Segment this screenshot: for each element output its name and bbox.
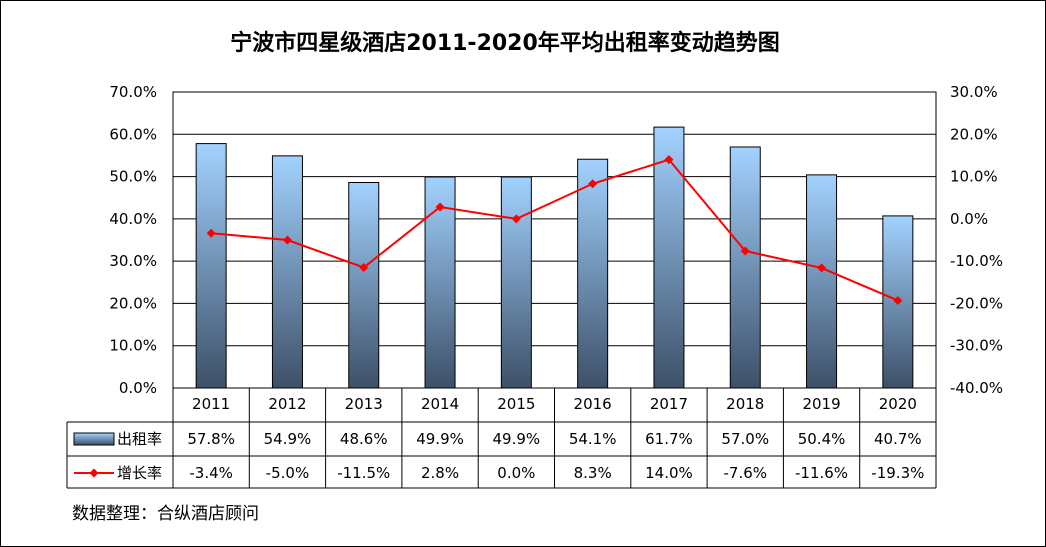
bar-2017 [653, 126, 685, 389]
occupancy-cell: 54.9% [264, 430, 312, 448]
legend-label-growth: 增长率 [117, 464, 162, 482]
y-left-tick-label: 40.0% [109, 210, 157, 228]
y-left-tick-label: 10.0% [109, 337, 157, 355]
x-tick-label: 2014 [421, 395, 459, 413]
bar-2015 [500, 176, 532, 389]
x-tick-label: 2013 [345, 395, 383, 413]
y-left-tick-label: 60.0% [109, 125, 157, 143]
bar-series [195, 126, 914, 389]
growth-line [211, 158, 899, 302]
y-left-tick-label: 0.0% [119, 379, 157, 397]
growth-cell: -3.4% [189, 464, 233, 482]
y-right-tick-label: 20.0% [950, 125, 998, 143]
growth-cell: -7.6% [723, 464, 767, 482]
y-right-tick-label: 0.0% [950, 210, 988, 228]
occupancy-cell: 54.1% [569, 430, 617, 448]
occupancy-cell: 57.0% [721, 430, 769, 448]
bar-2019 [806, 174, 838, 389]
x-tick-label: 2015 [497, 395, 535, 413]
growth-cell: -5.0% [266, 464, 310, 482]
bar-2016 [577, 158, 609, 389]
legend-label-occupancy: 出租率 [117, 430, 162, 448]
y-right-tick-label: -30.0% [950, 337, 1003, 355]
bar-2014 [424, 176, 456, 389]
y-left-tick-label: 30.0% [109, 252, 157, 270]
occupancy-cell: 57.8% [187, 430, 235, 448]
growth-point-2015 [511, 214, 521, 224]
growth-point-2016 [588, 179, 598, 189]
growth-cell: 2.8% [421, 464, 459, 482]
growth-point-2012 [282, 235, 292, 245]
x-tick-label: 2016 [574, 395, 612, 413]
bar-2018 [729, 146, 761, 389]
growth-point-2014 [435, 202, 445, 212]
occupancy-cell: 61.7% [645, 430, 693, 448]
x-tick-label: 2020 [879, 395, 917, 413]
source-note: 数据整理：合纵酒店顾问 [72, 504, 259, 524]
x-tick-label: 2017 [650, 395, 688, 413]
bar-2013 [348, 181, 380, 389]
growth-point-2017 [664, 155, 674, 165]
data-table: 2011 57.8% -3.4% 2012 54.9% -5.0% 2013 48.6% -11… [66, 388, 937, 489]
x-tick-label: 2019 [802, 395, 840, 413]
growth-point-2013 [359, 262, 369, 272]
chart-title: 宁波市四星级酒店2011-2020年平均出租率变动趋势图 [230, 30, 780, 56]
occupancy-cell: 49.9% [493, 430, 541, 448]
growth-cell: 14.0% [645, 464, 693, 482]
legend-key-marker [89, 468, 99, 478]
growth-point-2018 [740, 246, 750, 256]
y-left-tick-label: 20.0% [109, 294, 157, 312]
occupancy-cell: 40.7% [874, 430, 922, 448]
y-left-tick-label: 70.0% [109, 83, 157, 101]
y-right-tick-label: 10.0% [950, 168, 998, 186]
y-right-tick-label: -20.0% [950, 294, 1003, 312]
occupancy-cell: 48.6% [340, 430, 388, 448]
growth-cell: -11.6% [795, 464, 848, 482]
x-tick-label: 2012 [268, 395, 306, 413]
growth-cell: -11.5% [337, 464, 390, 482]
growth-point-2019 [817, 263, 827, 273]
growth-cell: -19.3% [871, 464, 924, 482]
y-right-tick-label: -40.0% [950, 379, 1003, 397]
x-tick-label: 2018 [726, 395, 764, 413]
growth-cell: 0.0% [497, 464, 535, 482]
bar-2011 [195, 143, 227, 389]
growth-point-2020 [893, 295, 903, 305]
growth-cell: 8.3% [574, 464, 612, 482]
occupancy-cell: 49.9% [416, 430, 464, 448]
axes: 0.0% 10.0% 20.0% 30.0% 40.0% 50.0% 60.0% 70.0% -… [109, 83, 1003, 397]
y-left-tick-label: 50.0% [109, 168, 157, 186]
y-right-tick-label: -10.0% [950, 252, 1003, 270]
growth-point-2011 [206, 228, 216, 238]
legend-key-bar [73, 432, 115, 446]
occupancy-cell: 50.4% [798, 430, 846, 448]
y-right-tick-label: 30.0% [950, 83, 998, 101]
line-series [206, 155, 903, 305]
bar-2012 [271, 155, 303, 389]
x-tick-label: 2011 [192, 395, 230, 413]
